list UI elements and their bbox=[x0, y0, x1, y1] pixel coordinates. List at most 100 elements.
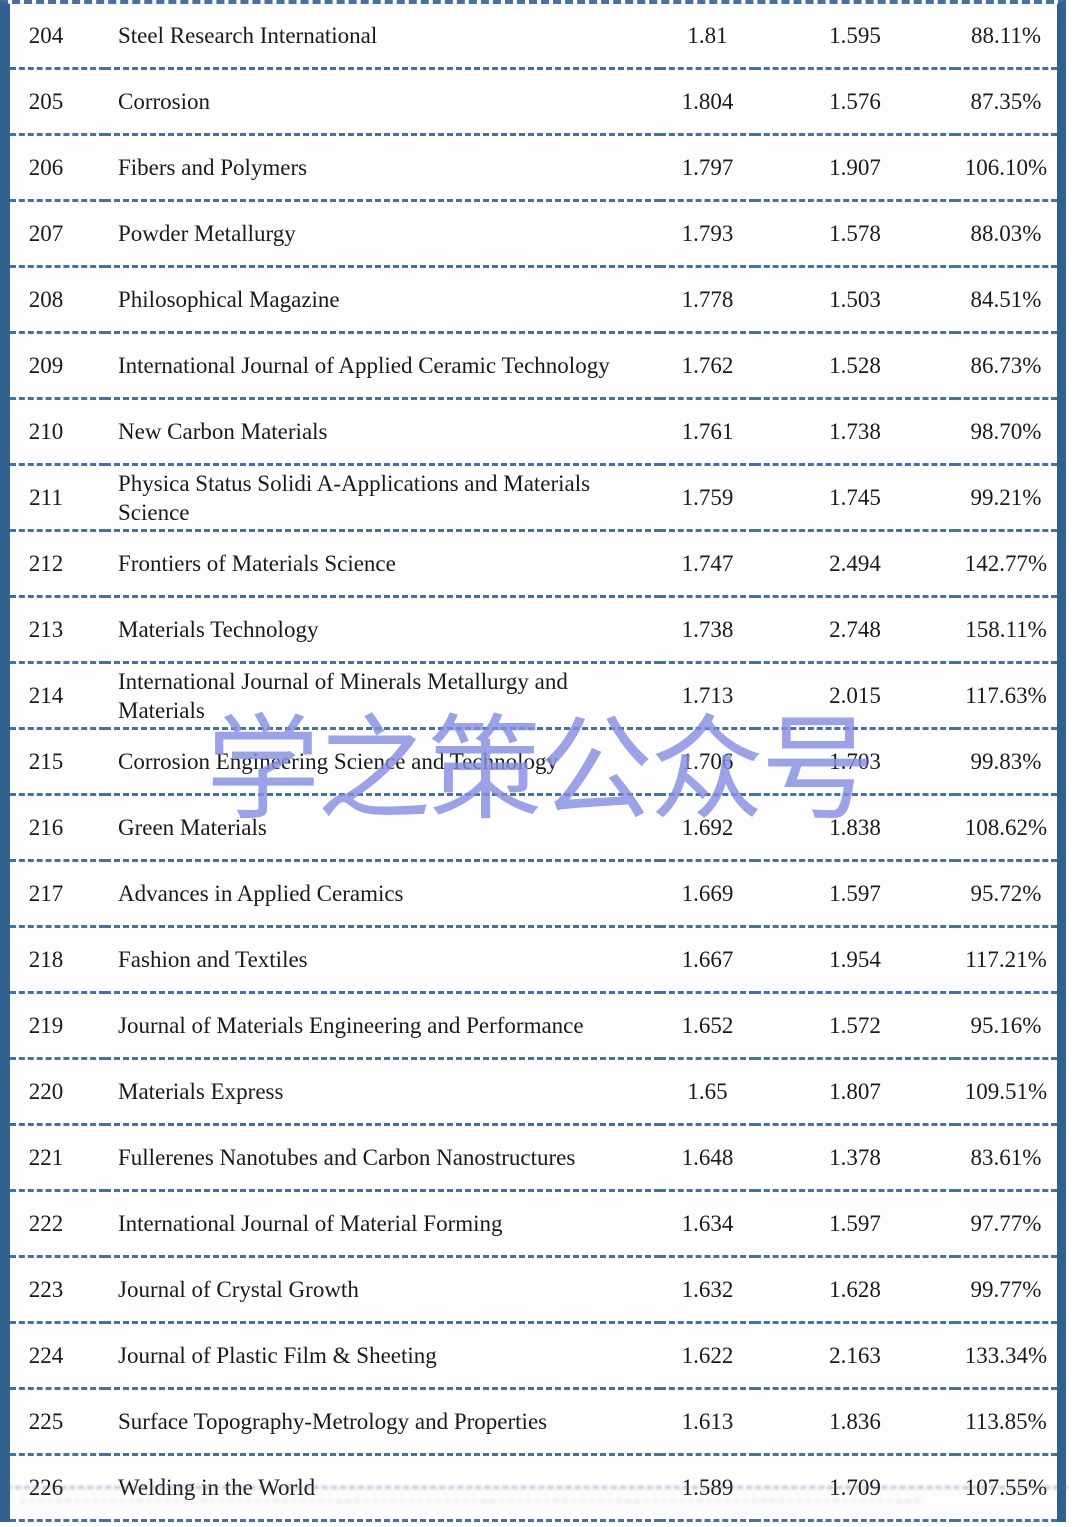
journal-name: Journal of Plastic Film & Sheeting bbox=[105, 1322, 660, 1390]
journal-value-2: 1.572 bbox=[755, 992, 955, 1060]
journal-value-1: 1.632 bbox=[660, 1256, 755, 1324]
journal-name: Advances in Applied Ceramics bbox=[105, 860, 660, 928]
journal-percent: 117.63% bbox=[955, 662, 1057, 730]
table-row: 226 Welding in the World 1.589 1.709 107… bbox=[10, 1454, 1057, 1522]
journal-percent: 99.83% bbox=[955, 728, 1057, 796]
journal-value-2: 1.597 bbox=[755, 860, 955, 928]
table-row: 212 Frontiers of Materials Science 1.747… bbox=[10, 530, 1057, 598]
journal-percent: 98.70% bbox=[955, 398, 1057, 466]
table-row: 216 Green Materials 1.692 1.838 108.62% bbox=[10, 794, 1057, 862]
journal-rank: 209 bbox=[10, 332, 105, 400]
table-row: 222 International Journal of Material Fo… bbox=[10, 1190, 1057, 1258]
journal-value-1: 1.804 bbox=[660, 68, 755, 136]
table-row: 214 International Journal of Minerals Me… bbox=[10, 662, 1057, 730]
journal-value-2: 1.907 bbox=[755, 134, 955, 202]
table-row: 206 Fibers and Polymers 1.797 1.907 106.… bbox=[10, 134, 1057, 202]
journal-value-2: 1.709 bbox=[755, 1454, 955, 1522]
journal-percent: 95.72% bbox=[955, 860, 1057, 928]
table-row: 217 Advances in Applied Ceramics 1.669 1… bbox=[10, 860, 1057, 928]
journal-percent: 87.35% bbox=[955, 68, 1057, 136]
table-row: 207 Powder Metallurgy 1.793 1.578 88.03% bbox=[10, 200, 1057, 268]
table-row: 225 Surface Topography-Metrology and Pro… bbox=[10, 1388, 1057, 1456]
journal-rank: 211 bbox=[10, 464, 105, 532]
journal-percent: 84.51% bbox=[955, 266, 1057, 334]
journal-rank: 224 bbox=[10, 1322, 105, 1390]
journal-name: New Carbon Materials bbox=[105, 398, 660, 466]
journal-name: Fibers and Polymers bbox=[105, 134, 660, 202]
journal-value-2: 2.748 bbox=[755, 596, 955, 664]
journal-percent: 99.21% bbox=[955, 464, 1057, 532]
journal-table: 204 Steel Research International 1.81 1.… bbox=[10, 4, 1057, 1522]
journal-rank: 212 bbox=[10, 530, 105, 598]
journal-rank: 216 bbox=[10, 794, 105, 862]
journal-value-1: 1.622 bbox=[660, 1322, 755, 1390]
journal-value-2: 1.578 bbox=[755, 200, 955, 268]
journal-percent: 99.77% bbox=[955, 1256, 1057, 1324]
table-row: 220 Materials Express 1.65 1.807 109.51% bbox=[10, 1058, 1057, 1126]
journal-name: International Journal of Minerals Metall… bbox=[105, 662, 660, 730]
journal-percent: 106.10% bbox=[955, 134, 1057, 202]
journal-value-1: 1.713 bbox=[660, 662, 755, 730]
journal-value-1: 1.652 bbox=[660, 992, 755, 1060]
journal-value-2: 1.703 bbox=[755, 728, 955, 796]
journal-value-2: 1.838 bbox=[755, 794, 955, 862]
journal-rank: 226 bbox=[10, 1454, 105, 1522]
journal-name: International Journal of Applied Ceramic… bbox=[105, 332, 660, 400]
journal-name: Fashion and Textiles bbox=[105, 926, 660, 994]
journal-rank: 215 bbox=[10, 728, 105, 796]
journal-percent: 97.77% bbox=[955, 1190, 1057, 1258]
journal-name: Fullerenes Nanotubes and Carbon Nanostru… bbox=[105, 1124, 660, 1192]
journal-rank: 221 bbox=[10, 1124, 105, 1192]
journal-value-2: 2.494 bbox=[755, 530, 955, 598]
journal-value-1: 1.613 bbox=[660, 1388, 755, 1456]
journal-value-2: 1.836 bbox=[755, 1388, 955, 1456]
table-row: 213 Materials Technology 1.738 2.748 158… bbox=[10, 596, 1057, 664]
journal-value-1: 1.797 bbox=[660, 134, 755, 202]
table-row: 221 Fullerenes Nanotubes and Carbon Nano… bbox=[10, 1124, 1057, 1192]
journal-percent: 113.85% bbox=[955, 1388, 1057, 1456]
table-row: 215 Corrosion Engineering Science and Te… bbox=[10, 728, 1057, 796]
table-row: 205 Corrosion 1.804 1.576 87.35% bbox=[10, 68, 1057, 136]
journal-value-1: 1.778 bbox=[660, 266, 755, 334]
journal-percent: 88.03% bbox=[955, 200, 1057, 268]
journal-value-1: 1.669 bbox=[660, 860, 755, 928]
journal-percent: 142.77% bbox=[955, 530, 1057, 598]
journal-value-2: 1.528 bbox=[755, 332, 955, 400]
journal-value-1: 1.65 bbox=[660, 1058, 755, 1126]
table-row: 218 Fashion and Textiles 1.667 1.954 117… bbox=[10, 926, 1057, 994]
table-row: 210 New Carbon Materials 1.761 1.738 98.… bbox=[10, 398, 1057, 466]
journal-value-1: 1.762 bbox=[660, 332, 755, 400]
journal-percent: 109.51% bbox=[955, 1058, 1057, 1126]
table-row: 209 International Journal of Applied Cer… bbox=[10, 332, 1057, 400]
journal-percent: 133.34% bbox=[955, 1322, 1057, 1390]
table-row: 204 Steel Research International 1.81 1.… bbox=[10, 4, 1057, 70]
journal-name: Frontiers of Materials Science bbox=[105, 530, 660, 598]
journal-rank: 223 bbox=[10, 1256, 105, 1324]
journal-rank: 206 bbox=[10, 134, 105, 202]
journal-rank: 217 bbox=[10, 860, 105, 928]
journal-percent: 86.73% bbox=[955, 332, 1057, 400]
journal-rank: 207 bbox=[10, 200, 105, 268]
journal-rank: 213 bbox=[10, 596, 105, 664]
journal-value-1: 1.667 bbox=[660, 926, 755, 994]
journal-value-1: 1.761 bbox=[660, 398, 755, 466]
table-row: 224 Journal of Plastic Film & Sheeting 1… bbox=[10, 1322, 1057, 1390]
journal-rank: 208 bbox=[10, 266, 105, 334]
journal-value-2: 1.576 bbox=[755, 68, 955, 136]
journal-rank: 204 bbox=[10, 4, 105, 70]
table-row: 219 Journal of Materials Engineering and… bbox=[10, 992, 1057, 1060]
journal-rank: 205 bbox=[10, 68, 105, 136]
journal-name: Philosophical Magazine bbox=[105, 266, 660, 334]
journal-percent: 117.21% bbox=[955, 926, 1057, 994]
journal-value-2: 1.378 bbox=[755, 1124, 955, 1192]
journal-value-1: 1.81 bbox=[660, 4, 755, 70]
journal-value-2: 2.163 bbox=[755, 1322, 955, 1390]
journal-value-2: 2.015 bbox=[755, 662, 955, 730]
journal-value-1: 1.692 bbox=[660, 794, 755, 862]
journal-value-2: 1.954 bbox=[755, 926, 955, 994]
journal-value-1: 1.759 bbox=[660, 464, 755, 532]
journal-value-1: 1.589 bbox=[660, 1454, 755, 1522]
journal-percent: 158.11% bbox=[955, 596, 1057, 664]
journal-name: Green Materials bbox=[105, 794, 660, 862]
journal-rank: 222 bbox=[10, 1190, 105, 1258]
